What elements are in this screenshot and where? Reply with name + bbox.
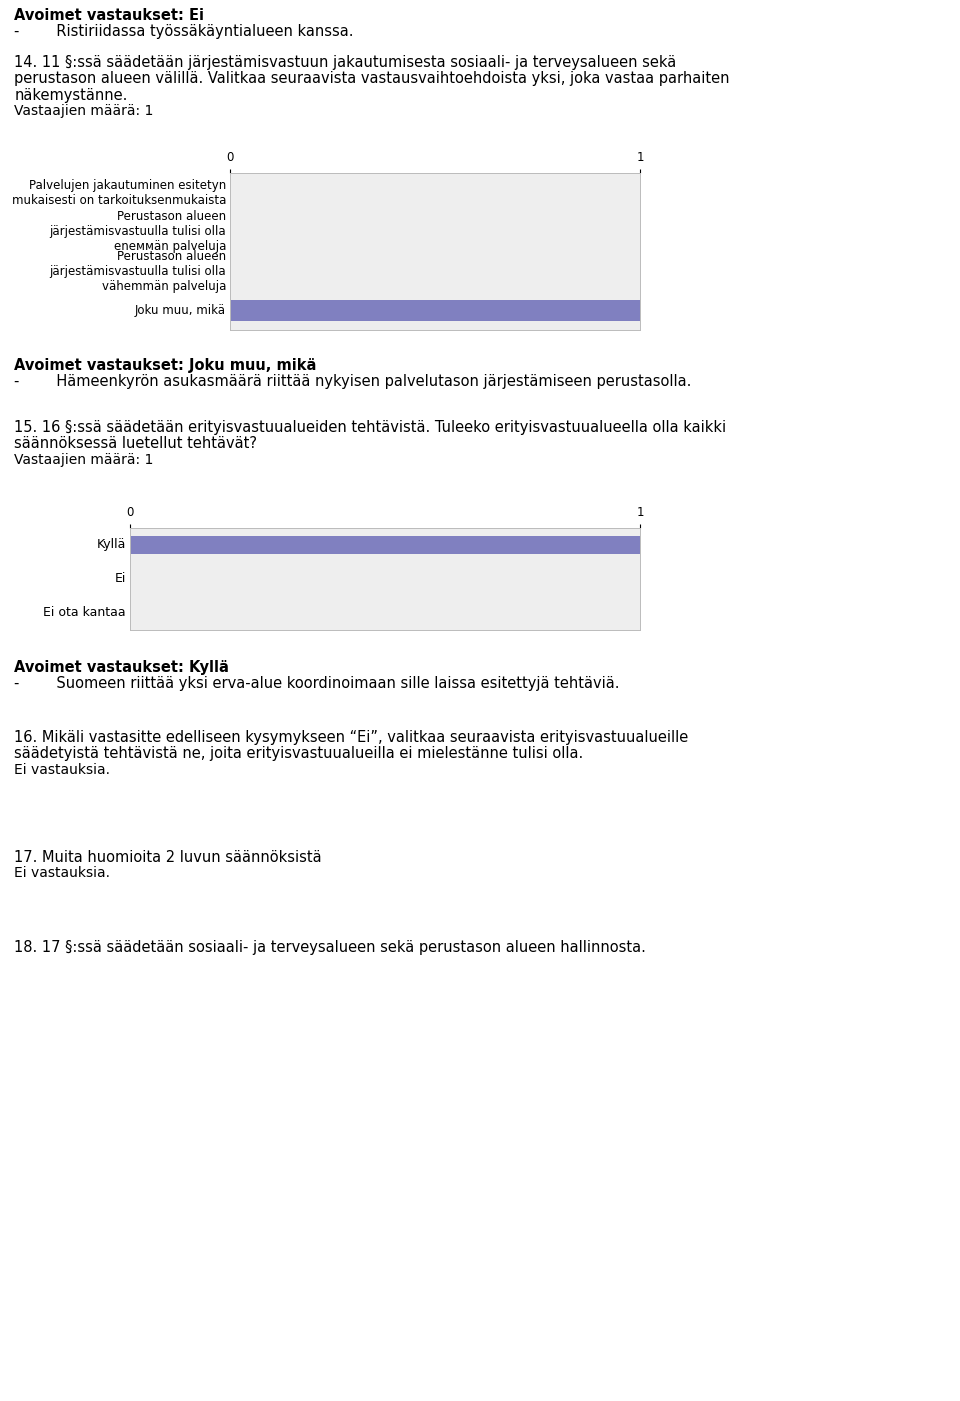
Text: säännöksessä luetellut tehtävät?: säännöksessä luetellut tehtävät? bbox=[14, 436, 257, 451]
Bar bbox=[230, 300, 640, 321]
Text: Ei vastauksia.: Ei vastauksia. bbox=[14, 762, 110, 776]
Text: Kyllä: Kyllä bbox=[97, 538, 126, 552]
Bar bbox=[130, 535, 640, 555]
Text: -        Suomeen riittää yksi erva-alue koordinoimaan sille laissa esitettyjä te: - Suomeen riittää yksi erva-alue koordin… bbox=[14, 677, 620, 691]
Text: Avoimet vastaukset: Ei: Avoimet vastaukset: Ei bbox=[14, 8, 204, 22]
Text: -        Hämeenkyrön asukasmäärä riittää nykyisen palvelutason järjestämiseen pe: - Hämeenkyrön asukasmäärä riittää nykyis… bbox=[14, 374, 692, 389]
Text: Vastaajien määrä: 1: Vastaajien määrä: 1 bbox=[14, 104, 154, 118]
Text: Palvelujen jakautuminen esitetyn
mukaisesti on tarkoituksenmukaista: Palvelujen jakautuminen esitetyn mukaise… bbox=[12, 178, 226, 206]
Text: perustason alueen välillä. Valitkaa seuraavista vastausvaihtoehdoista yksi, joka: perustason alueen välillä. Valitkaa seur… bbox=[14, 71, 730, 87]
Text: 16. Mikäli vastasitte edelliseen kysymykseen “Ei”, valitkaa seuraavista erityisv: 16. Mikäli vastasitte edelliseen kysymyk… bbox=[14, 730, 688, 745]
Text: näkemystänne.: näkemystänne. bbox=[14, 87, 128, 102]
Text: 14. 11 §:ssä säädetään järjestämisvastuun jakautumisesta sosiaali- ja terveysalu: 14. 11 §:ssä säädetään järjestämisvastuu… bbox=[14, 55, 677, 70]
Text: -        Ristiriidassa työssäkäyntialueen kanssa.: - Ristiriidassa työssäkäyntialueen kanss… bbox=[14, 24, 354, 39]
Text: Perustason alueen
järjestämisvastuulla tulisi olla
vähemmän palveluja: Perustason alueen järjestämisvastuulla t… bbox=[49, 249, 226, 293]
Text: 17. Muita huomioita 2 luvun säännöksistä: 17. Muita huomioita 2 luvun säännöksistä bbox=[14, 850, 322, 864]
Text: 18. 17 §:ssä säädetään sosiaali- ja terveysalueen sekä perustason alueen hallinn: 18. 17 §:ssä säädetään sosiaali- ja terv… bbox=[14, 940, 646, 955]
Text: Ei vastauksia.: Ei vastauksia. bbox=[14, 866, 110, 880]
Text: Joku muu, mikä: Joku muu, mikä bbox=[135, 304, 226, 317]
Text: Vastaajien määrä: 1: Vastaajien määrä: 1 bbox=[14, 453, 154, 467]
Text: Ei: Ei bbox=[114, 573, 126, 586]
Text: Perustason alueen
järjestämisvastuulla tulisi olla
enеммän palveluja: Perustason alueen järjestämisvastuulla t… bbox=[49, 210, 226, 254]
Text: Avoimet vastaukset: Kyllä: Avoimet vastaukset: Kyllä bbox=[14, 660, 229, 675]
Text: Avoimet vastaukset: Joku muu, mikä: Avoimet vastaukset: Joku muu, mikä bbox=[14, 359, 317, 373]
Text: säädetyistä tehtävistä ne, joita erityisvastuualueilla ei mielestänne tulisi oll: säädetyistä tehtävistä ne, joita erityis… bbox=[14, 747, 584, 761]
Text: Ei ota kantaa: Ei ota kantaa bbox=[43, 607, 126, 619]
Text: 15. 16 §:ssä säädetään erityisvastuualueiden tehtävistä. Tuleeko erityisvastuual: 15. 16 §:ssä säädetään erityisvastuualue… bbox=[14, 420, 727, 434]
